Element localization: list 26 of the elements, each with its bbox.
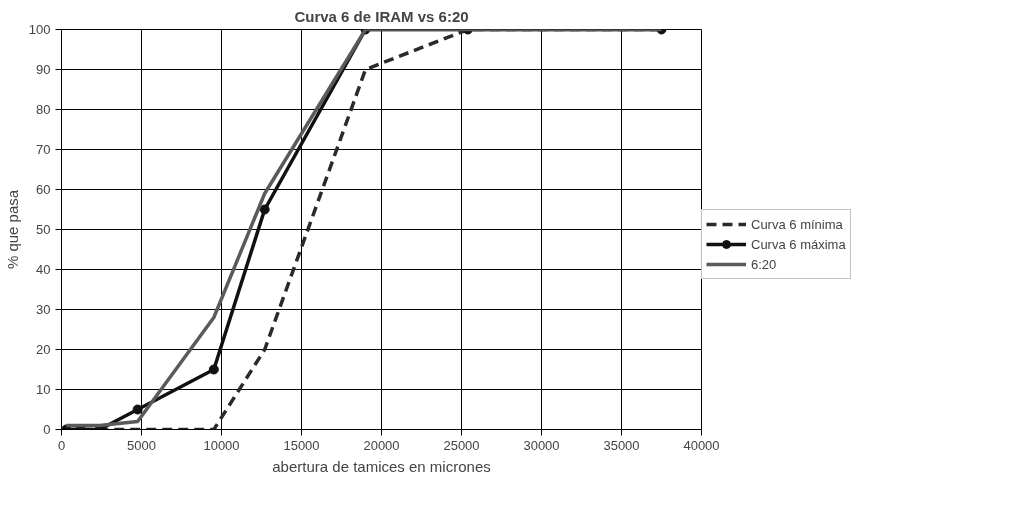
chart-title: Curva 6 de IRAM vs 6:20 xyxy=(294,7,469,25)
y-tick-label: 60 xyxy=(36,182,51,197)
y-tick-label: 80 xyxy=(36,102,51,117)
y-tick-label: 0 xyxy=(43,422,51,437)
x-tick-label: 20000 xyxy=(363,437,400,453)
y-tick-label: 30 xyxy=(36,302,51,317)
x-tick-label: 25000 xyxy=(443,437,480,453)
y-tick-label: 90 xyxy=(36,62,51,77)
y-tick-label: 100 xyxy=(28,22,51,37)
y-tick-label: 10 xyxy=(36,382,51,397)
x-tick-label: 35000 xyxy=(603,437,640,453)
x-tick-label: 15000 xyxy=(283,437,320,453)
legend-label: Curva 6 máxima xyxy=(751,236,846,252)
legend-label: 6:20 xyxy=(751,256,777,272)
x-tick-label: 0 xyxy=(57,437,66,453)
x-tick-label: 30000 xyxy=(523,437,560,453)
y-tick-label: 40 xyxy=(36,262,51,277)
legend-label: Curva 6 mínima xyxy=(751,216,843,232)
x-tick-label: 40000 xyxy=(683,437,720,453)
y-tick-label: 70 xyxy=(36,142,51,157)
y-axis-title: % que pasa xyxy=(3,189,21,270)
y-tick-label: 50 xyxy=(36,222,51,237)
y-tick-label: 20 xyxy=(36,342,51,357)
x-axis-title: abertura de tamices en micrones xyxy=(272,457,491,475)
x-tick-label: 5000 xyxy=(127,437,156,453)
x-tick-label: 10000 xyxy=(203,437,240,453)
